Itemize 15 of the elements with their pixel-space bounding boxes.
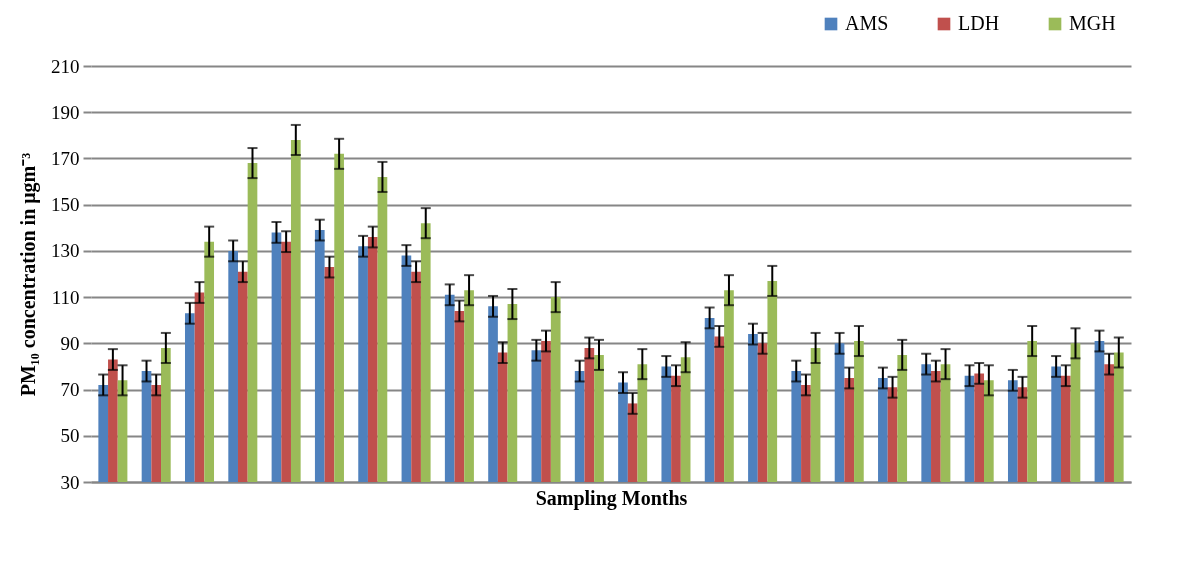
y-tick-label: 210: [51, 55, 80, 77]
y-tick-label: 130: [51, 240, 80, 262]
y-tick-label: 50: [60, 425, 80, 447]
legend-label: MGH: [1069, 12, 1116, 34]
y-tick-label: 90: [60, 332, 80, 354]
y-tick-label: 170: [51, 147, 80, 169]
y-axis-title: PM₁₀ concentration in μgm⁻³: [17, 152, 40, 397]
y-tick-label: 70: [60, 379, 80, 401]
y-tick-label: 110: [51, 286, 80, 308]
legend-label: LDH: [958, 12, 1000, 34]
legend-label: AMS: [845, 12, 889, 34]
y-tick-label: 30: [60, 471, 80, 493]
x-axis-title: Sampling Months: [535, 486, 688, 510]
y-tick-label: 150: [51, 194, 80, 216]
y-tick-label: 190: [51, 101, 80, 123]
